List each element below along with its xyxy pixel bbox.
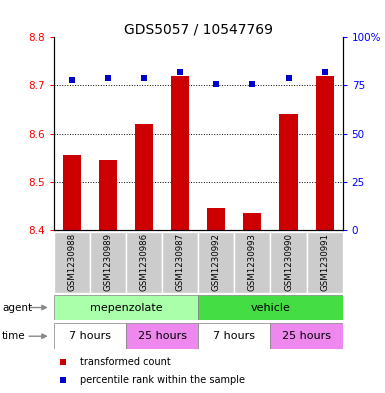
- Point: [59, 359, 65, 365]
- Text: mepenzolate: mepenzolate: [90, 303, 162, 312]
- Point: [213, 81, 219, 87]
- Bar: [126, 232, 162, 293]
- Text: 25 hours: 25 hours: [282, 331, 331, 341]
- Point: [321, 69, 328, 75]
- Title: GDS5057 / 10547769: GDS5057 / 10547769: [124, 22, 273, 36]
- Text: GSM1230992: GSM1230992: [212, 233, 221, 291]
- Bar: [162, 232, 198, 293]
- Text: percentile rank within the sample: percentile rank within the sample: [80, 375, 245, 385]
- Bar: [270, 323, 343, 349]
- Bar: [135, 124, 153, 230]
- Bar: [54, 232, 90, 293]
- Bar: [54, 323, 126, 349]
- Bar: [270, 232, 306, 293]
- Text: GSM1230986: GSM1230986: [140, 233, 149, 291]
- Point: [249, 81, 256, 87]
- Bar: [207, 208, 225, 230]
- Text: 7 hours: 7 hours: [213, 331, 255, 341]
- Bar: [99, 160, 117, 230]
- Bar: [171, 76, 189, 230]
- Text: GSM1230987: GSM1230987: [176, 233, 185, 291]
- Bar: [198, 323, 270, 349]
- Bar: [306, 232, 343, 293]
- Point: [69, 77, 75, 83]
- Bar: [243, 213, 261, 230]
- Text: GSM1230991: GSM1230991: [320, 233, 329, 291]
- Text: transformed count: transformed count: [80, 357, 171, 367]
- Text: GSM1230993: GSM1230993: [248, 233, 257, 291]
- Bar: [198, 232, 234, 293]
- Text: GSM1230988: GSM1230988: [67, 233, 77, 291]
- Text: GSM1230990: GSM1230990: [284, 233, 293, 291]
- Text: time: time: [2, 331, 25, 341]
- Point: [177, 69, 183, 75]
- Bar: [198, 295, 343, 320]
- Point: [59, 376, 65, 383]
- Bar: [280, 114, 298, 230]
- Text: vehicle: vehicle: [251, 303, 290, 312]
- Point: [141, 75, 147, 81]
- Bar: [54, 295, 198, 320]
- Text: agent: agent: [2, 303, 32, 312]
- Text: 25 hours: 25 hours: [138, 331, 187, 341]
- Bar: [316, 76, 334, 230]
- Point: [105, 75, 111, 81]
- Text: GSM1230989: GSM1230989: [104, 233, 112, 291]
- Bar: [63, 155, 81, 230]
- Bar: [126, 323, 198, 349]
- Bar: [90, 232, 126, 293]
- Text: 7 hours: 7 hours: [69, 331, 111, 341]
- Point: [285, 75, 291, 81]
- Bar: [234, 232, 270, 293]
